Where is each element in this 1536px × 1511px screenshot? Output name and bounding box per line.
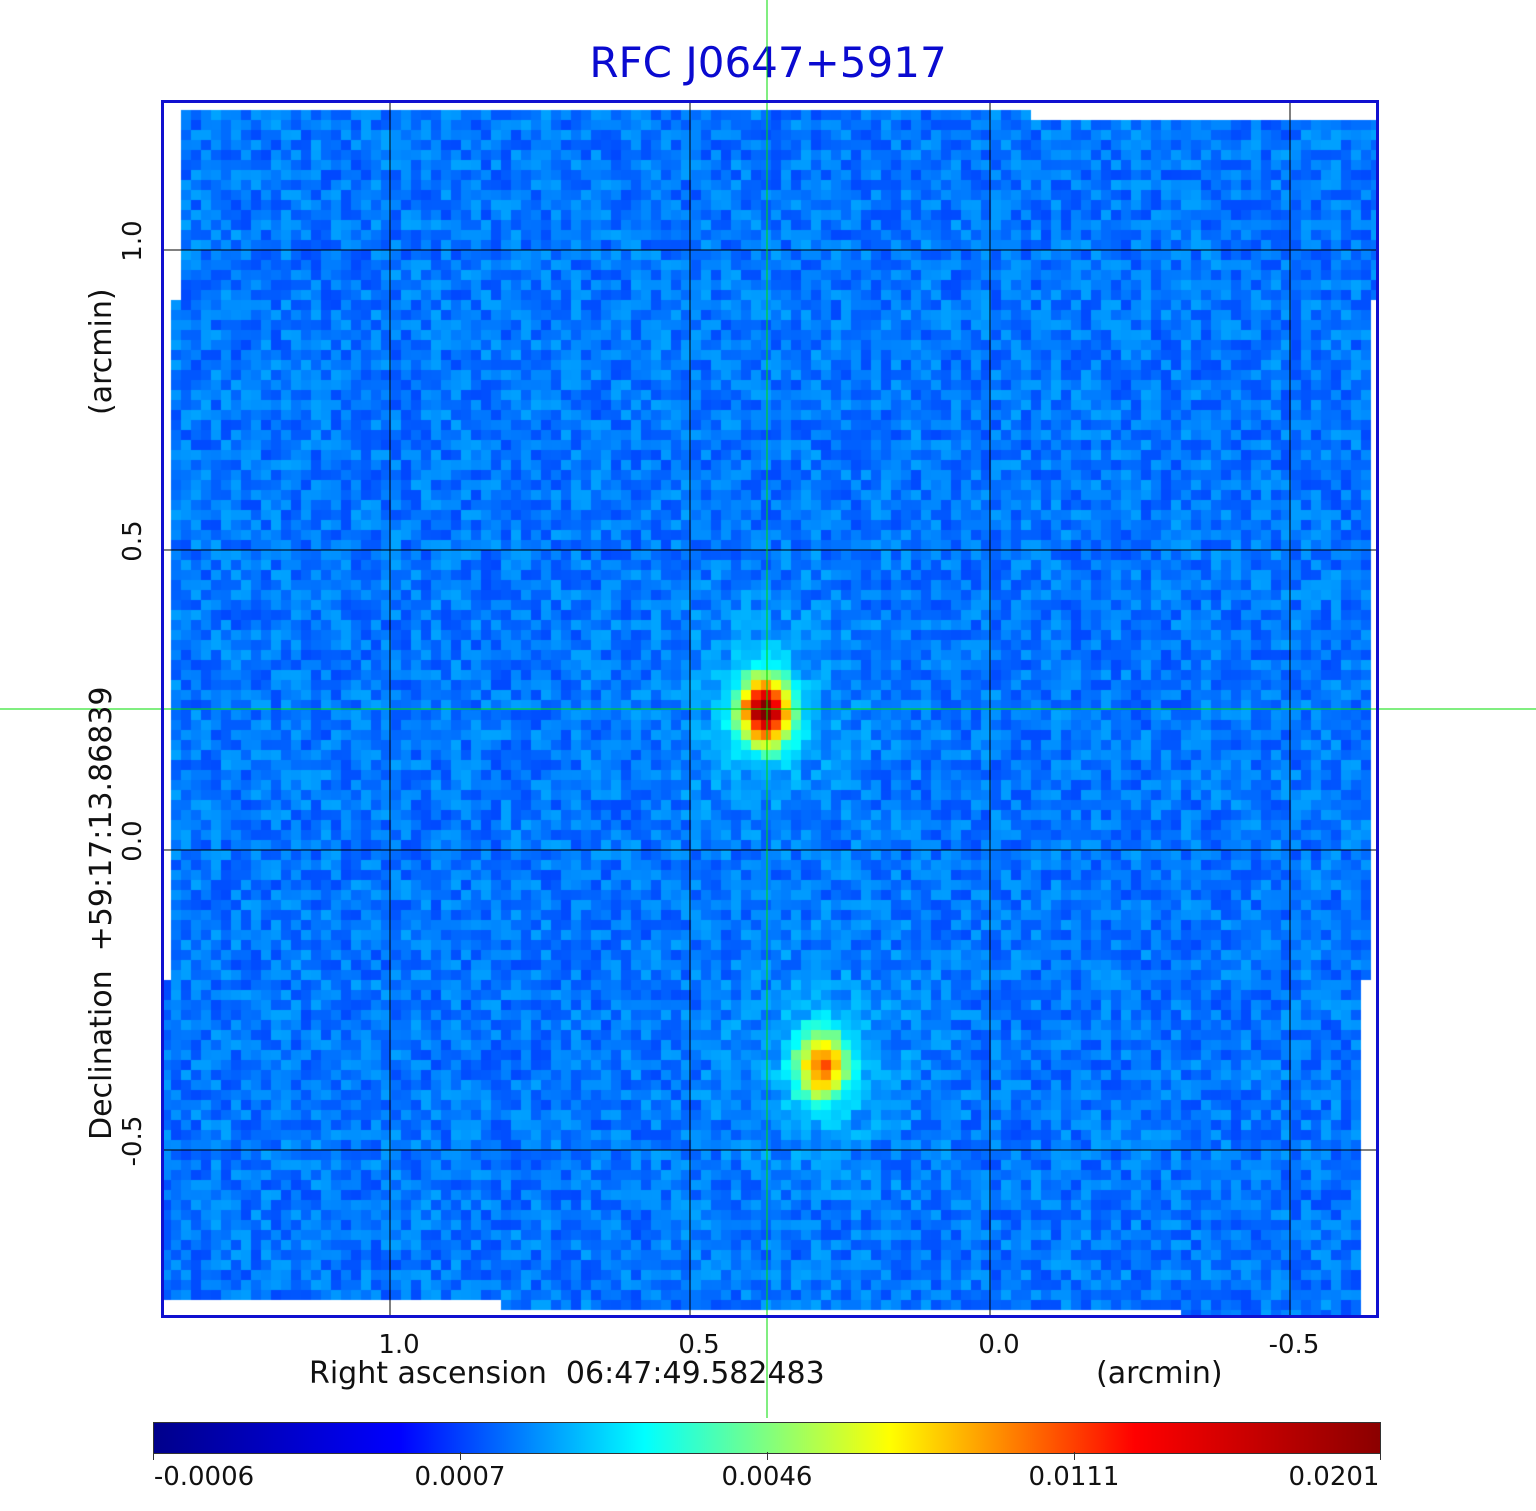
colorbar-tick-mark — [1380, 1452, 1381, 1460]
x-tick-label: 0.0 — [978, 1330, 1020, 1360]
colorbar-tick-label: 0.0046 — [721, 1462, 813, 1492]
y-axis-unit: (arcmin) — [84, 288, 119, 415]
colorbar-tick-label: -0.0006 — [153, 1462, 255, 1492]
x-tick-label: -0.5 — [1268, 1330, 1320, 1360]
colorbar-tick-label: 0.0201 — [1288, 1462, 1380, 1492]
colorbar-tick-mark — [153, 1452, 154, 1460]
colorbar-tick-label: 0.0111 — [1028, 1462, 1120, 1492]
y-tick-label: 0.0 — [118, 820, 148, 862]
colorbar-tick-mark — [460, 1452, 461, 1460]
y-axis-label: Declination +59:17:13.86839 — [84, 686, 119, 1140]
y-tick-label: 0.5 — [118, 520, 148, 562]
colorbar-tick-label: 0.0007 — [414, 1462, 506, 1492]
x-axis-unit: (arcmin) — [1096, 1356, 1223, 1391]
x-tick-label: 1.0 — [378, 1330, 420, 1360]
colorbar-tick-mark — [1074, 1452, 1075, 1460]
y-tick-label: -0.5 — [118, 1115, 148, 1167]
y-tick-label: 1.0 — [118, 220, 148, 262]
colorbar-tick-mark — [767, 1452, 768, 1460]
plot-frame — [161, 100, 1379, 1318]
plot-title: RFC J0647+5917 — [589, 38, 947, 87]
x-axis-label: Right ascension 06:47:49.582483 — [309, 1356, 825, 1391]
colorbar — [153, 1422, 1381, 1454]
x-tick-label: 0.5 — [678, 1330, 720, 1360]
